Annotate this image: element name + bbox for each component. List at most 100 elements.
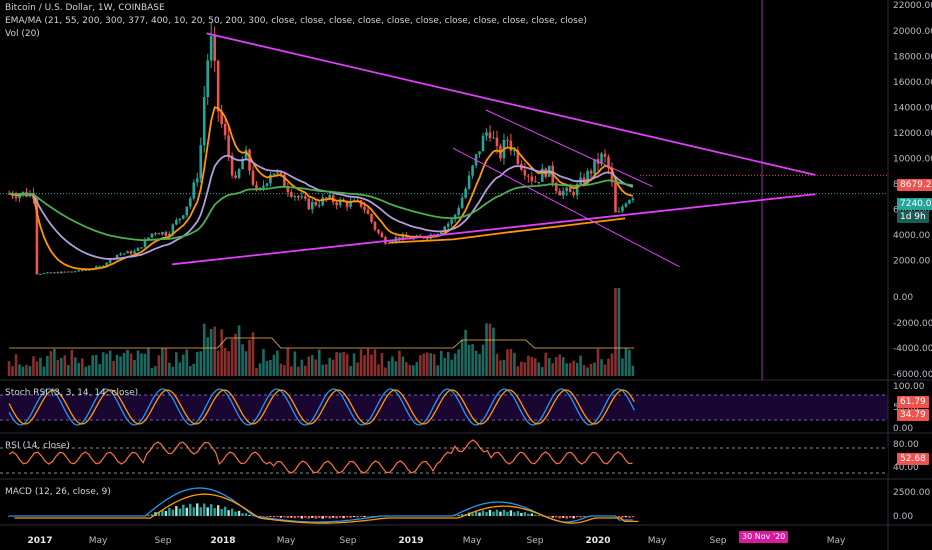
- macd-bar: [230, 508, 234, 516]
- candle-body: [150, 233, 154, 238]
- time-axis-label: Sep: [710, 536, 727, 546]
- candle-body: [324, 197, 328, 199]
- macd-bar: [325, 516, 328, 518]
- candle-body: [303, 196, 307, 199]
- volume-bar: [202, 323, 206, 376]
- macd-bar: [345, 516, 349, 518]
- volume-bar: [188, 366, 192, 376]
- candle-body: [126, 251, 129, 254]
- volume-bar: [544, 352, 548, 376]
- candle-body: [56, 272, 60, 274]
- volume-bar: [495, 353, 499, 376]
- macd-bar: [189, 503, 192, 516]
- candle-body: [401, 234, 405, 240]
- volume-bar: [195, 352, 199, 376]
- macd-bar: [314, 516, 317, 519]
- macd-legend[interactable]: MACD (12, 26, close, 9): [5, 487, 111, 497]
- time-axis-label: 2017: [27, 536, 52, 546]
- candle-body: [136, 247, 140, 252]
- volume-bar: [412, 365, 415, 376]
- candle-body: [565, 187, 568, 192]
- resistance-price-tag: 8679.24: [897, 179, 932, 191]
- candle-body: [60, 271, 63, 274]
- candle-body: [523, 169, 527, 176]
- volume-bar: [422, 353, 426, 376]
- volume-bar: [255, 367, 258, 376]
- candle-body: [182, 215, 185, 219]
- macd-bar: [474, 511, 478, 516]
- candle-body: [84, 269, 88, 271]
- volume-bar: [73, 357, 77, 376]
- time-axis-label: Sep: [527, 536, 544, 546]
- rsi-legend[interactable]: RSI (14, close): [5, 441, 70, 451]
- macd-bar: [617, 516, 621, 518]
- rsi-line: [8, 439, 633, 474]
- volume-bar: [593, 362, 596, 376]
- candle-body: [251, 170, 255, 185]
- macd-bar: [366, 516, 370, 517]
- volume-bar: [596, 348, 600, 376]
- candle-body: [387, 242, 391, 244]
- macd-bar: [318, 516, 321, 518]
- volume-bar: [600, 359, 603, 376]
- candles: [7, 22, 635, 275]
- volume-bar: [251, 332, 255, 376]
- ema-indicator-legend[interactable]: EMA/MA (21, 55, 200, 300, 377, 400, 10, …: [5, 16, 587, 26]
- candle-body: [115, 254, 119, 259]
- volume-bar: [614, 288, 617, 376]
- price-axis-label: 10000.00: [893, 154, 932, 164]
- volume-bar: [53, 348, 56, 376]
- volume-bar: [115, 354, 119, 376]
- volume-bar: [547, 358, 551, 376]
- volume-bar: [446, 352, 450, 376]
- macd-bar: [262, 516, 265, 517]
- candle-body: [272, 173, 276, 175]
- candle-body: [527, 175, 530, 177]
- macd-bar: [161, 509, 164, 516]
- volume-bar: [419, 355, 422, 376]
- volume-axis-label: -4000.00: [893, 344, 932, 354]
- volume-legend[interactable]: Vol (20): [5, 29, 40, 39]
- volume-bar: [554, 357, 558, 376]
- time-axis-label: Sep: [340, 536, 357, 546]
- candle-body: [349, 200, 352, 207]
- macd-bar: [555, 516, 558, 518]
- macd-bar: [293, 516, 297, 519]
- ema-mid-line: [9, 154, 634, 260]
- volume-bar: [572, 360, 575, 376]
- volume-bar: [310, 355, 314, 376]
- volume-bar: [32, 356, 35, 376]
- volume-bar: [540, 367, 544, 376]
- macd-bar: [485, 511, 488, 516]
- candle-body: [380, 232, 384, 238]
- candle-body: [171, 224, 175, 234]
- candle-body: [363, 206, 366, 210]
- candle-body: [105, 262, 108, 266]
- macd-bar: [575, 516, 579, 518]
- symbol-title[interactable]: Bitcoin / U.S. Dollar, 1W, COINBASE: [5, 3, 165, 13]
- macd-bar: [548, 516, 551, 517]
- time-axis-label: May: [277, 536, 296, 546]
- macd-bar: [206, 507, 209, 516]
- volume-bar: [534, 358, 537, 376]
- volume-bar: [342, 352, 345, 376]
- candle-body: [467, 175, 471, 189]
- volume-axis-label: -2000.00: [893, 319, 932, 329]
- volume-bar: [523, 362, 527, 376]
- volume-bar: [87, 365, 91, 376]
- candle-body: [450, 219, 453, 224]
- macd-bar: [147, 514, 150, 516]
- volume-bar: [129, 353, 133, 376]
- volume-bar: [297, 366, 300, 376]
- volume-bar: [377, 364, 380, 376]
- volume-bar: [112, 360, 115, 376]
- candle-body: [460, 197, 464, 209]
- candle-body: [345, 201, 349, 207]
- stoch-rsi-legend[interactable]: Stoch RSI (3, 3, 14, 14, close): [5, 388, 139, 398]
- volume-bar: [474, 350, 478, 376]
- volume-bar: [35, 361, 39, 376]
- volume-bar: [216, 350, 220, 376]
- volume-bar: [272, 354, 276, 376]
- candle-body: [621, 206, 624, 212]
